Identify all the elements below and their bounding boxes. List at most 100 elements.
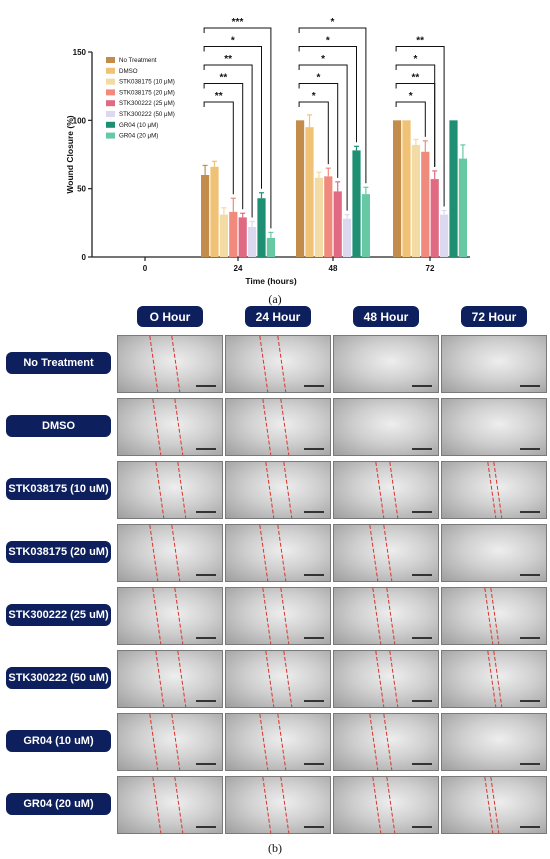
scale-bar <box>196 574 216 576</box>
significance-label: ** <box>224 54 232 65</box>
scale-bar <box>196 385 216 387</box>
significance-bracket <box>203 83 244 210</box>
micrograph <box>225 524 331 582</box>
scale-bar <box>520 826 540 828</box>
micrograph <box>441 713 547 771</box>
significance-label: * <box>409 91 413 102</box>
wound-closure-chart: 0 50 100 150 0 24 48 72 Time (hours) Wound Closur… <box>65 17 470 286</box>
significance-bracket <box>395 46 445 207</box>
significance-label: * <box>312 91 316 102</box>
bar <box>305 127 314 258</box>
significance-bracket <box>395 64 436 167</box>
wound-edge-line <box>149 525 159 581</box>
row-label: No Treatment <box>6 352 111 374</box>
wound-edge-line <box>493 462 503 518</box>
panel-label-b: (b) <box>268 841 282 855</box>
micrograph <box>441 587 547 645</box>
scale-bar <box>304 385 324 387</box>
micrograph <box>441 398 547 456</box>
wound-edge-markers <box>149 714 181 770</box>
significance-bracket <box>298 46 357 143</box>
x-tick-label: 0 <box>143 264 148 273</box>
wound-edge-markers <box>155 651 187 707</box>
wound-edge-line <box>484 777 494 833</box>
wound-edge-line <box>171 525 181 581</box>
significance-label: * <box>326 36 330 47</box>
wound-edge-markers <box>484 777 500 833</box>
bar <box>210 166 219 257</box>
micrograph <box>117 524 223 582</box>
micrograph <box>333 713 439 771</box>
scale-bar <box>412 448 432 450</box>
bar <box>393 120 402 257</box>
micrograph <box>117 713 223 771</box>
micrograph <box>333 398 439 456</box>
scale-bar <box>520 574 540 576</box>
micrograph <box>333 587 439 645</box>
micrograph <box>333 335 439 393</box>
scale-bar <box>196 826 216 828</box>
significance-bracket <box>298 64 348 211</box>
wound-edge-line <box>277 525 287 581</box>
bar <box>266 237 275 257</box>
micrograph <box>225 461 331 519</box>
scale-bar <box>304 763 324 765</box>
micrograph <box>117 335 223 393</box>
scale-bar <box>196 637 216 639</box>
scale-bar <box>196 448 216 450</box>
wound-edge-line <box>487 462 497 518</box>
legend-label: STK300222 (25 μM) <box>119 100 175 107</box>
micrograph <box>333 524 439 582</box>
significance-bracket <box>203 46 262 189</box>
wound-edge-line <box>383 525 393 581</box>
wound-edge-markers <box>369 714 393 770</box>
bar <box>402 120 411 257</box>
wound-edge-markers <box>372 777 396 833</box>
wound-edge-markers <box>149 525 181 581</box>
legend-label: GR04 (10 μM) <box>119 122 158 129</box>
wound-edge-markers <box>149 336 181 392</box>
wound-edge-line <box>262 777 272 833</box>
significance-bracket <box>298 83 339 178</box>
bar <box>324 176 333 257</box>
scale-bar <box>304 700 324 702</box>
bar <box>201 175 210 257</box>
wound-edge-line <box>372 588 382 644</box>
wound-edge-line <box>177 462 187 518</box>
significance-bracket <box>203 101 234 195</box>
micrograph <box>441 461 547 519</box>
bar <box>352 150 361 257</box>
scale-bar <box>520 448 540 450</box>
wound-edge-line <box>277 336 287 392</box>
row-label: DMSO <box>6 415 111 437</box>
wound-edge-markers <box>262 399 290 455</box>
row-label: STK038175 (20 uM) <box>6 541 111 563</box>
micrograph <box>441 335 547 393</box>
micrograph <box>441 776 547 834</box>
wound-edge-line <box>375 651 385 707</box>
wound-edge-markers <box>262 588 290 644</box>
wound-edge-line <box>259 525 269 581</box>
significance-bracket <box>298 27 367 184</box>
wound-edge-markers <box>152 777 184 833</box>
panel-label-a: (a) <box>268 292 282 306</box>
wound-edge-markers <box>375 651 399 707</box>
micrograph <box>441 524 547 582</box>
wound-edge-line <box>493 651 503 707</box>
wound-edge-markers <box>484 588 500 644</box>
scale-bar <box>304 448 324 450</box>
bar <box>219 214 228 257</box>
legend-swatch <box>106 121 115 128</box>
significance-label: ** <box>412 73 420 84</box>
wound-edge-line <box>389 651 399 707</box>
scale-bar <box>412 385 432 387</box>
legend-label: DMSO <box>119 68 138 75</box>
wound-edge-line <box>152 399 162 455</box>
scale-bar <box>412 574 432 576</box>
scale-bar <box>304 637 324 639</box>
wound-edge-line <box>262 399 272 455</box>
legend-swatch <box>106 100 115 107</box>
bar <box>361 194 370 257</box>
legend-swatch <box>106 57 115 63</box>
y-tick-label: 0 <box>82 253 87 262</box>
